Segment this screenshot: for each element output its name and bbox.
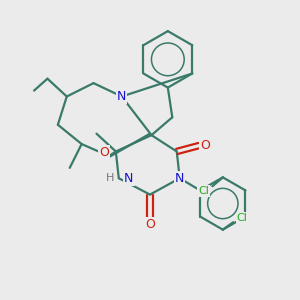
- Text: N: N: [124, 172, 134, 185]
- Text: N: N: [175, 172, 184, 185]
- Text: Cl: Cl: [198, 186, 209, 196]
- Text: Cl: Cl: [237, 213, 248, 224]
- Text: H: H: [106, 173, 114, 183]
- Text: O: O: [99, 146, 109, 159]
- Text: O: O: [200, 139, 210, 152]
- Text: N: N: [117, 90, 127, 103]
- Text: O: O: [145, 218, 155, 231]
